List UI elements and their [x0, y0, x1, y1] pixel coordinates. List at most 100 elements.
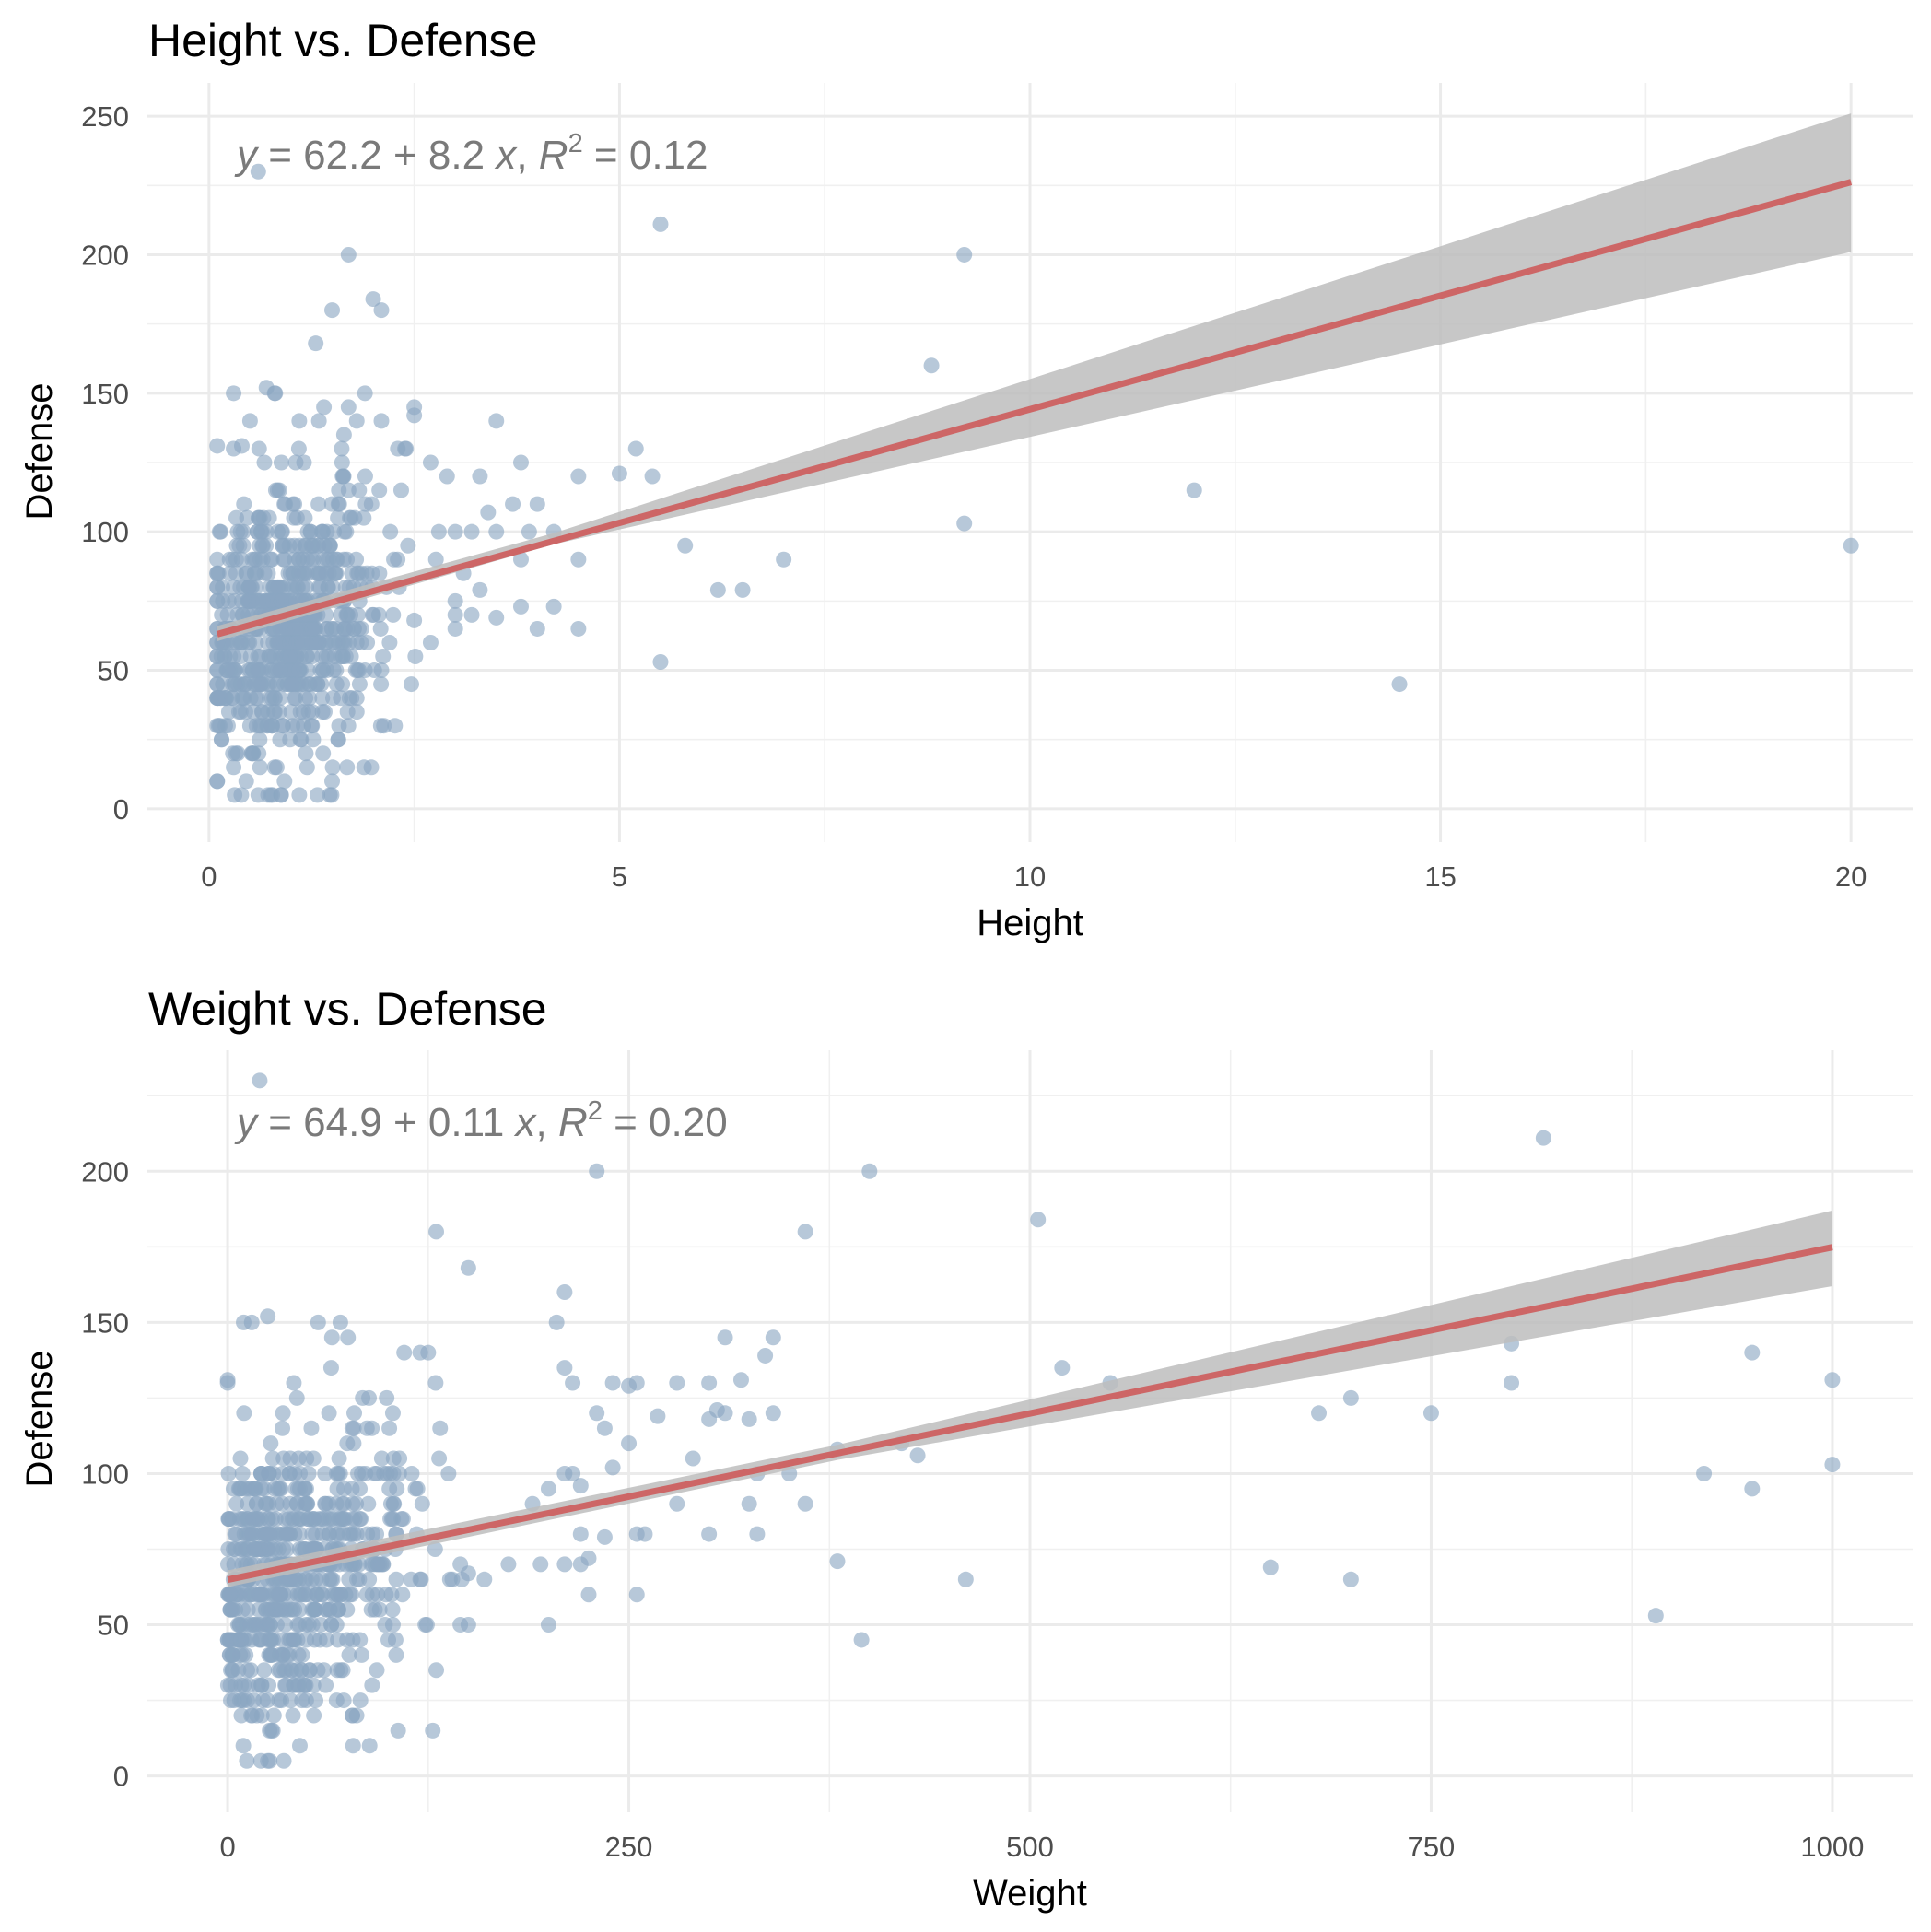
data-point	[277, 1511, 294, 1528]
data-point	[306, 1511, 322, 1528]
data-point	[289, 1587, 306, 1603]
data-point	[324, 759, 341, 776]
x-tick-label: 20	[1835, 861, 1867, 893]
data-point	[366, 662, 382, 679]
data-point	[669, 1495, 685, 1512]
confidence-band	[228, 1210, 1832, 1587]
data-point	[377, 1617, 393, 1633]
data-point	[285, 1601, 301, 1618]
data-point	[521, 523, 537, 540]
data-point	[214, 732, 230, 748]
data-point	[540, 1481, 556, 1497]
data-point	[463, 606, 480, 623]
data-point	[298, 745, 314, 762]
data-point	[406, 612, 423, 628]
y-tick-label: 100	[81, 1458, 129, 1490]
data-point	[237, 704, 253, 720]
data-point	[287, 662, 303, 679]
data-point	[310, 496, 327, 512]
data-point	[385, 1511, 402, 1528]
data-point	[285, 496, 301, 512]
data-point	[374, 1556, 391, 1573]
data-point	[270, 579, 287, 595]
data-point	[272, 732, 288, 748]
data-point	[220, 1540, 237, 1557]
data-point	[335, 551, 352, 568]
data-point	[239, 1752, 255, 1769]
data-point	[701, 1526, 718, 1542]
x-tick-label: 0	[201, 861, 217, 893]
data-point	[387, 1632, 404, 1648]
data-point	[301, 690, 318, 707]
data-point	[373, 676, 390, 693]
data-point	[295, 704, 311, 720]
data-point	[351, 1511, 368, 1528]
data-point	[644, 468, 661, 485]
data-point	[289, 1481, 306, 1497]
data-point	[291, 413, 308, 429]
data-point	[376, 1465, 392, 1481]
data-point	[344, 1481, 360, 1497]
data-point	[652, 654, 669, 671]
data-point	[281, 537, 298, 554]
y-tick-label: 0	[113, 1761, 129, 1793]
data-point	[373, 1450, 390, 1467]
data-point	[226, 440, 242, 457]
regression-equation: y = 62.2 + 8.2 x, R2 = 0.12	[234, 129, 708, 178]
data-point	[236, 690, 252, 707]
data-point	[463, 523, 480, 540]
data-point	[361, 1571, 378, 1587]
data-point	[797, 1224, 813, 1240]
data-point	[310, 787, 326, 803]
data-point	[263, 1601, 279, 1618]
eq-r: R	[558, 1100, 588, 1145]
data-point	[263, 1646, 279, 1663]
eq-sup: 2	[568, 129, 583, 158]
x-tick-labels: 0 250 500 750 1000	[219, 1831, 1864, 1863]
data-point	[339, 1435, 356, 1452]
data-point	[270, 1587, 287, 1603]
data-point	[349, 1571, 366, 1587]
data-point	[1696, 1465, 1713, 1481]
data-point	[273, 787, 289, 803]
data-point	[232, 523, 249, 540]
data-point	[432, 1420, 449, 1436]
data-point	[407, 649, 424, 665]
data-point	[447, 606, 463, 623]
data-point	[353, 634, 369, 650]
data-point	[628, 1587, 645, 1603]
data-point	[242, 1662, 259, 1679]
data-point	[322, 1360, 339, 1376]
data-point	[765, 1329, 781, 1346]
data-point	[317, 1495, 334, 1512]
data-point	[262, 1722, 278, 1739]
data-point	[251, 745, 267, 762]
data-point	[765, 1405, 781, 1422]
data-point	[621, 1435, 638, 1452]
data-point	[330, 509, 346, 526]
data-point	[414, 1495, 430, 1512]
data-point	[333, 1587, 349, 1603]
data-point	[339, 759, 356, 776]
data-point	[741, 1411, 757, 1427]
data-point	[321, 1405, 337, 1422]
data-point	[268, 676, 285, 693]
data-point	[350, 565, 367, 581]
data-point	[352, 1632, 369, 1648]
data-point	[330, 1526, 346, 1542]
data-point	[1843, 537, 1859, 554]
data-point	[288, 1389, 305, 1406]
data-point	[381, 634, 398, 650]
data-point	[317, 1465, 334, 1481]
data-point	[308, 634, 324, 650]
chart-title: Height vs. Defense	[148, 15, 537, 66]
data-point	[341, 1646, 357, 1663]
data-point	[276, 773, 293, 790]
data-point	[259, 1526, 275, 1542]
data-point	[231, 537, 248, 554]
eq-comma: ,	[536, 1100, 558, 1145]
data-point	[275, 1526, 292, 1542]
data-point	[251, 662, 267, 679]
data-point	[447, 620, 463, 637]
data-point	[441, 1571, 458, 1587]
